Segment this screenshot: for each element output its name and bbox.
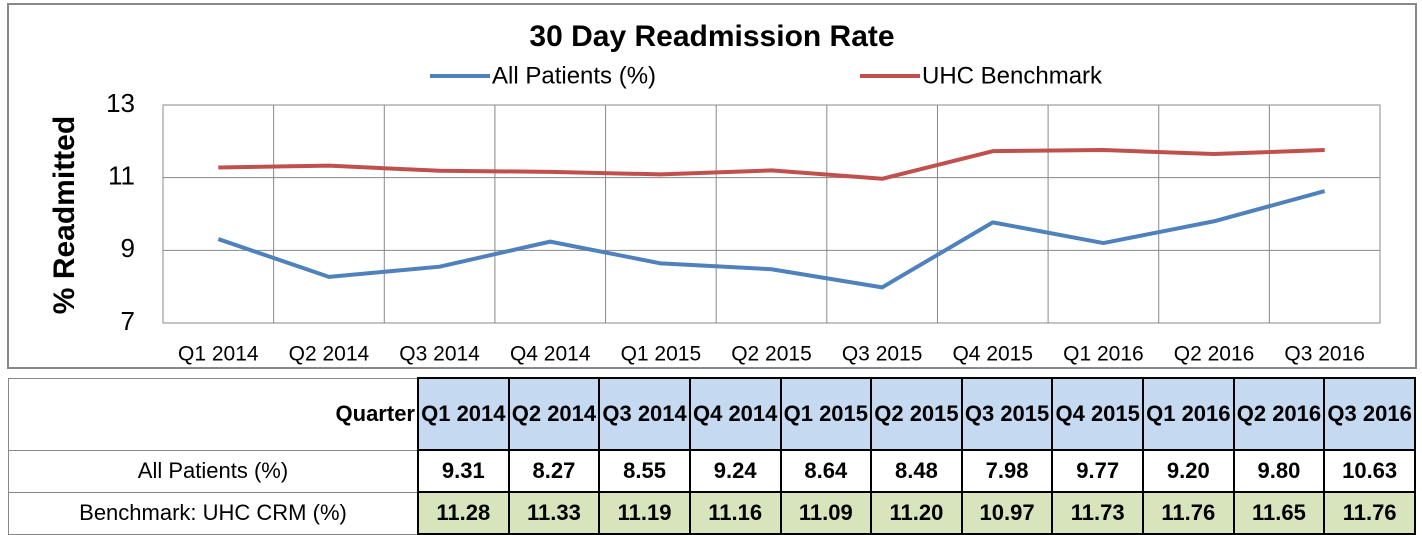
table-header-cell: Q4 2014 (688, 377, 782, 451)
table-row: Benchmark: UHC CRM (%) 11.28 11.33 11.19 11.… (8, 491, 1416, 535)
table-header-cell: Q2 2015 (870, 377, 963, 451)
y-tick-label: 7 (121, 306, 135, 336)
table-cell: 11.65 (1232, 491, 1326, 535)
table-cell: 7.98 (960, 449, 1054, 493)
data-table: Quarter Q1 2014 Q2 2014 Q3 2014 Q4 2014 Q1 20… (8, 377, 1416, 535)
table-header-cell: Q2 2016 (1232, 377, 1326, 451)
table-cell: 11.16 (688, 491, 782, 535)
x-tick-label: Q3 2015 (842, 343, 923, 366)
table-cell: 9.31 (417, 449, 510, 493)
table-row-label: All Patients (%) (8, 449, 419, 493)
table-header-cell: Q2 2014 (507, 377, 601, 451)
x-tick-label: Q1 2015 (621, 343, 702, 366)
legend-label: UHC Benchmark (922, 62, 1103, 89)
table-cell: 11.73 (1051, 491, 1144, 535)
table-cell: 11.19 (598, 491, 691, 535)
series-line (217, 189, 1326, 290)
table-row: Quarter Q1 2014 Q2 2014 Q3 2014 Q4 2014 Q1 20… (8, 377, 1416, 451)
table-cell: 11.33 (507, 491, 601, 535)
x-tick-label: Q2 2014 (289, 343, 370, 366)
table-cell: 11.20 (870, 491, 963, 535)
table-cell: 10.63 (1323, 449, 1416, 493)
table-cell: 10.97 (960, 491, 1054, 535)
y-tick-label: 9 (121, 233, 135, 263)
table-header-cell: Q3 2016 (1323, 377, 1416, 451)
table-cell: 8.48 (870, 449, 963, 493)
table-cell: 8.27 (507, 449, 601, 493)
table-cell: 11.28 (417, 491, 510, 535)
table-row-label: Benchmark: UHC CRM (%) (8, 491, 419, 535)
x-tick-label: Q4 2015 (952, 343, 1033, 366)
x-tick-label: Q4 2014 (510, 343, 591, 366)
table-header-cell: Q4 2015 (1051, 377, 1144, 451)
table-header-cell: Q1 2014 (417, 377, 510, 451)
plot-frame (162, 104, 1381, 324)
x-tick-label: Q1 2016 (1063, 343, 1144, 366)
table-cell: 9.77 (1051, 449, 1144, 493)
series-line (218, 148, 1325, 181)
y-tick-label: 13 (106, 88, 135, 118)
table-header-cell: Q1 2016 (1142, 377, 1235, 451)
x-tick-label: Q3 2016 (1284, 343, 1365, 366)
chart-title: 30 Day Readmission Rate (529, 20, 894, 53)
table-cell: 9.80 (1232, 449, 1326, 493)
x-tick-label: Q2 2015 (731, 343, 812, 366)
table-cell: 9.20 (1142, 449, 1235, 493)
table-row: All Patients (%) 9.31 8.27 8.55 9.24 8.64 8.48… (8, 449, 1416, 493)
table-cell: 8.64 (779, 449, 873, 493)
legend-label: All Patients (%) (492, 62, 656, 89)
chart-frame (7, 3, 1417, 369)
table-header-cell: Q3 2014 (598, 377, 691, 451)
y-axis-label: % Readmitted (48, 116, 81, 314)
table-header-label: Quarter (8, 377, 419, 451)
table-header-cell: Q1 2015 (779, 377, 873, 451)
table-cell: 11.09 (779, 491, 873, 535)
table-cell: 8.55 (598, 449, 691, 493)
y-tick-label: 11 (108, 161, 135, 191)
x-tick-label: Q1 2014 (178, 343, 259, 366)
x-tick-label: Q3 2014 (399, 343, 480, 366)
table-cell: 11.76 (1142, 491, 1235, 535)
x-tick-label: Q2 2016 (1174, 343, 1255, 366)
table-cell: 9.24 (688, 449, 782, 493)
table-cell: 11.76 (1323, 491, 1416, 535)
chart: 30 Day Readmission Rate % Readmitted 7 9 1… (7, 3, 1417, 369)
table-header-cell: Q3 2015 (960, 377, 1054, 451)
